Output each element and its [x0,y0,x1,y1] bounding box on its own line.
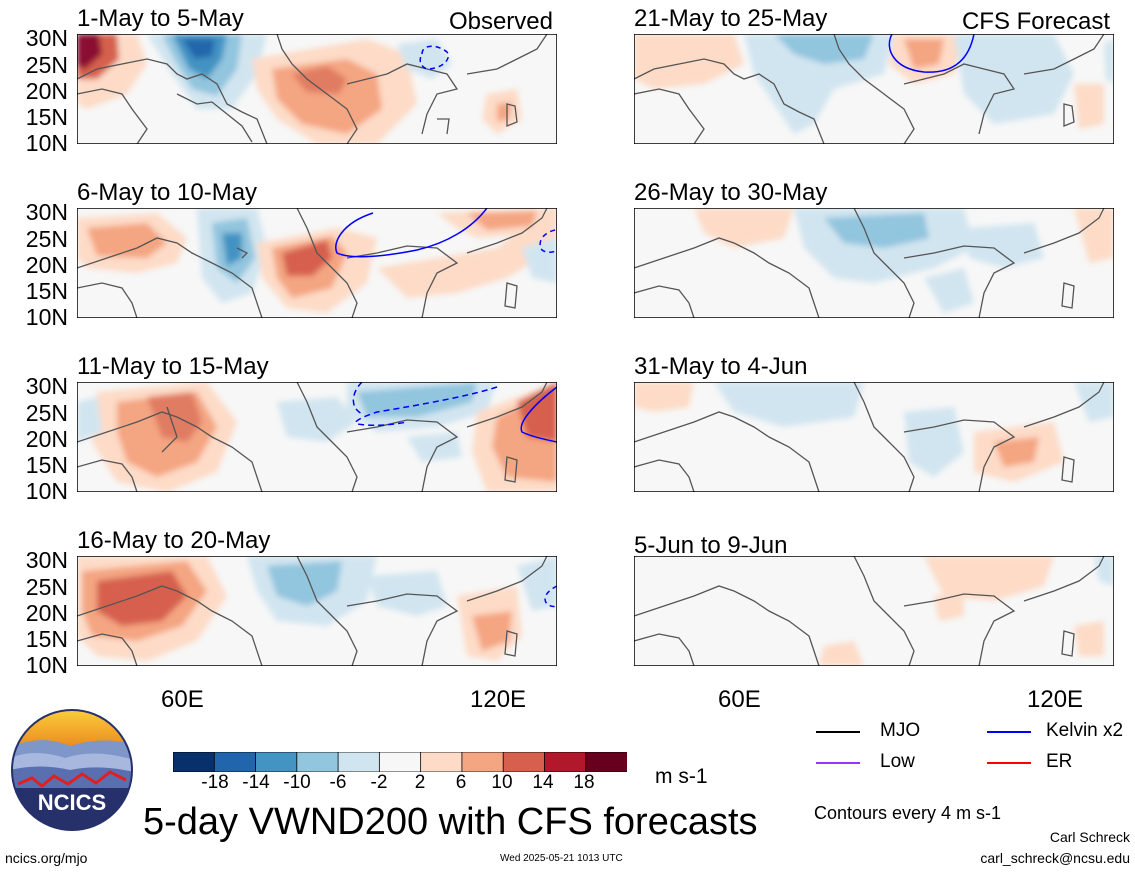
legend-label-er: ER [1046,751,1073,772]
footer-url[interactable]: ncics.org/mjo [5,850,88,866]
panel-title-observed-4: 16-May to 20-May [77,527,271,554]
lat-label: 10N [25,304,68,330]
map-panel-observed-2 [77,208,557,318]
map-panel-forecast-1 [634,34,1114,144]
colorbar-label: 10 [491,772,513,793]
lat-label: 30N [25,199,68,225]
ncics-logo: NCICS [10,708,134,832]
lat-label: 20N [25,78,68,104]
legend-line-kelvin [987,731,1031,733]
colorbar-label: 6 [455,772,467,793]
colorbar [172,751,628,773]
panel-title-observed-3: 11-May to 15-May [77,353,269,380]
colorbar-label: 14 [532,772,554,793]
map-panel-forecast-2 [634,208,1114,318]
main-title: 5-day VWND200 with CFS forecasts [143,801,758,843]
lat-label: 15N [25,626,68,652]
panel-title-forecast-2: 26-May to 30-May [634,179,828,206]
colorbar-units: m s-1 [655,765,708,788]
colorbar-swatch [544,751,587,773]
map-panel-observed-1 [77,34,557,144]
lat-label: 20N [25,600,68,626]
colorbar-swatch [378,751,422,773]
logo-text: NCICS [38,790,106,815]
colorbar-swatch [337,751,381,773]
lat-label: 15N [25,278,68,304]
lat-label: 10N [25,478,68,504]
lat-label: 30N [25,547,68,573]
footer-email[interactable]: carl_schreck@ncsu.edu [980,850,1130,866]
lat-label: 10N [25,130,68,156]
colorbar-swatch [296,751,339,773]
lat-label: 10N [25,652,68,678]
panel-title-forecast-4: 5-Jun to 9-Jun [634,532,788,559]
panel-label-observed: Observed [448,8,553,35]
map-panel-forecast-3 [634,382,1114,492]
legend-label-mjo: MJO [880,720,921,741]
lon-label-120e-left: 120E [470,686,527,713]
map-panel-observed-3 [77,382,557,492]
footer-author: Carl Schreck [1049,829,1130,845]
footer-timestamp: Wed 2025-05-21 1013 UTC [500,853,623,864]
lon-label-60e-right: 60E [718,686,761,713]
lat-label: 25N [25,574,68,600]
contours-note: Contours every 4 m s-1 [814,803,1002,823]
lon-label-60e-left: 60E [161,686,204,713]
colorbar-label: -14 [242,772,270,793]
panel-title-observed-1: 1-May to 5-May [77,5,244,32]
lat-label: 20N [25,252,68,278]
legend-line-er [987,762,1031,764]
colorbar-label: -6 [329,772,347,793]
colorbar-swatch [585,751,628,773]
panel-title-observed-2: 6-May to 10-May [77,179,258,206]
legend-label-low: Low [880,751,915,772]
colorbar-label: 2 [414,772,426,793]
colorbar-label: -2 [370,772,388,793]
lat-label: 30N [25,25,68,51]
map-panel-forecast-4 [634,556,1114,666]
legend-line-low [816,762,860,764]
colorbar-label: -10 [283,772,311,793]
panel-title-forecast-1: 21-May to 25-May [634,5,828,32]
lon-label-120e-right: 120E [1027,686,1084,713]
lat-label: 20N [25,426,68,452]
colorbar-swatches [172,751,628,773]
lat-label: 15N [25,452,68,478]
lat-label: 25N [25,226,68,252]
colorbar-swatch [502,751,546,773]
lat-label: 25N [25,52,68,78]
colorbar-swatch [420,751,463,773]
lat-label: 30N [25,373,68,399]
legend-line-mjo [816,731,860,733]
colorbar-swatch [255,751,298,773]
colorbar-swatch [213,751,257,773]
colorbar-label: -18 [201,772,229,793]
panel-label-forecast: CFS Forecast [961,8,1110,35]
colorbar-label: 18 [573,772,595,793]
panel-title-forecast-3: 31-May to 4-Jun [634,353,808,380]
colorbar-swatch [461,751,505,773]
lat-label: 15N [25,104,68,130]
colorbar-swatch [172,751,216,773]
lat-label: 25N [25,400,68,426]
map-panel-observed-4 [77,556,557,666]
legend-label-kelvin: Kelvin x2 [1046,720,1124,741]
